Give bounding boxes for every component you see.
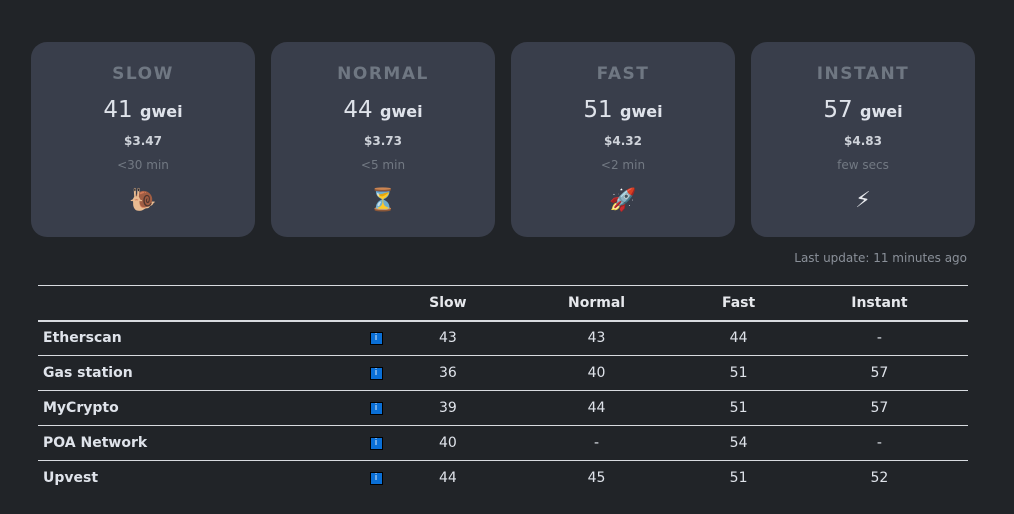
table-header: Slow Normal Fast Instant xyxy=(38,285,968,322)
info-icon[interactable]: i xyxy=(369,331,383,345)
rocket-icon: 🚀 xyxy=(609,188,637,213)
slow-value: 43 xyxy=(389,320,507,356)
header-name xyxy=(38,285,363,322)
fast-value: 51 xyxy=(686,355,791,391)
slow-value: 39 xyxy=(389,390,507,426)
source-name: POA Network xyxy=(38,425,363,461)
gwei-unit: gwei xyxy=(140,102,183,121)
lightning-icon: ⚡ xyxy=(855,188,871,213)
table-row: Gas station i 36 40 51 57 xyxy=(38,355,968,391)
gwei-value: 41 xyxy=(103,97,133,123)
card-price: $4.32 xyxy=(604,134,642,148)
gwei-value: 57 xyxy=(823,97,853,123)
source-name: Upvest xyxy=(43,470,99,487)
header-instant: Instant xyxy=(790,285,968,322)
info-icon[interactable]: i xyxy=(369,401,383,415)
card-title: INSTANT xyxy=(816,64,910,84)
normal-value: 45 xyxy=(587,470,606,487)
last-update: Last update: 11 minutes ago xyxy=(794,251,967,265)
fast-value: 51 xyxy=(686,390,791,426)
card-price: $3.73 xyxy=(364,134,402,148)
card-title: SLOW xyxy=(112,64,174,84)
instant-value: - xyxy=(790,425,968,461)
card-value: 44 gwei xyxy=(271,97,495,123)
header-slow: Slow xyxy=(389,285,507,322)
fast-value: 51 xyxy=(729,470,748,487)
source-name: MyCrypto xyxy=(38,390,363,426)
instant-value: 52 xyxy=(870,470,889,487)
table-row: MyCrypto i 39 44 51 57 xyxy=(38,390,968,426)
card-title: FAST xyxy=(596,64,650,84)
gas-price-table: Slow Normal Fast Instant Etherscan i 43 … xyxy=(38,285,968,496)
hourglass-icon: ⏳ xyxy=(369,188,397,213)
table-row: POA Network i 40 - 54 - xyxy=(38,425,968,461)
gas-card-instant: INSTANT 57 gwei $4.83 few secs ⚡ xyxy=(751,42,975,237)
card-time: <30 min xyxy=(117,158,169,172)
header-normal: Normal xyxy=(506,285,687,322)
gwei-unit: gwei xyxy=(620,102,663,121)
instant-value: 57 xyxy=(790,355,968,391)
normal-value: 43 xyxy=(506,320,687,356)
fast-value: 44 xyxy=(686,320,791,356)
card-value: 41 gwei xyxy=(31,97,255,123)
normal-value: - xyxy=(506,425,687,461)
gwei-unit: gwei xyxy=(860,102,903,121)
snail-icon: 🐌 xyxy=(129,188,157,213)
slow-value: 36 xyxy=(389,355,507,391)
instant-value: 57 xyxy=(790,390,968,426)
table-row: Upvest i 44 45 51 52 xyxy=(38,461,968,496)
card-time: few secs xyxy=(837,158,889,172)
normal-value: 44 xyxy=(506,390,687,426)
info-icon[interactable]: i xyxy=(369,366,383,380)
source-name: Etherscan xyxy=(38,320,363,356)
gas-card-normal: NORMAL 44 gwei $3.73 <5 min ⏳ xyxy=(271,42,495,237)
slow-value: 44 xyxy=(438,470,457,487)
gwei-value: 44 xyxy=(343,97,373,123)
card-price: $4.83 xyxy=(844,134,882,148)
gwei-unit: gwei xyxy=(380,102,423,121)
source-name: Gas station xyxy=(38,355,363,391)
card-price: $3.47 xyxy=(124,134,162,148)
card-value: 51 gwei xyxy=(511,97,735,123)
slow-value: 40 xyxy=(389,425,507,461)
gwei-value: 51 xyxy=(583,97,613,123)
card-value: 57 gwei xyxy=(751,97,975,123)
card-title: NORMAL xyxy=(337,64,429,84)
header-fast: Fast xyxy=(686,285,791,322)
gas-card-fast: FAST 51 gwei $4.32 <2 min 🚀 xyxy=(511,42,735,237)
info-icon[interactable]: i xyxy=(369,471,383,485)
normal-value: 40 xyxy=(506,355,687,391)
instant-value: - xyxy=(790,320,968,356)
fast-value: 54 xyxy=(686,425,791,461)
info-icon[interactable]: i xyxy=(369,436,383,450)
table-row: Etherscan i 43 43 44 - xyxy=(38,320,968,356)
header-info xyxy=(363,285,389,322)
card-time: <5 min xyxy=(360,158,406,172)
card-time: <2 min xyxy=(600,158,646,172)
gas-card-slow: SLOW 41 gwei $3.47 <30 min 🐌 xyxy=(31,42,255,237)
